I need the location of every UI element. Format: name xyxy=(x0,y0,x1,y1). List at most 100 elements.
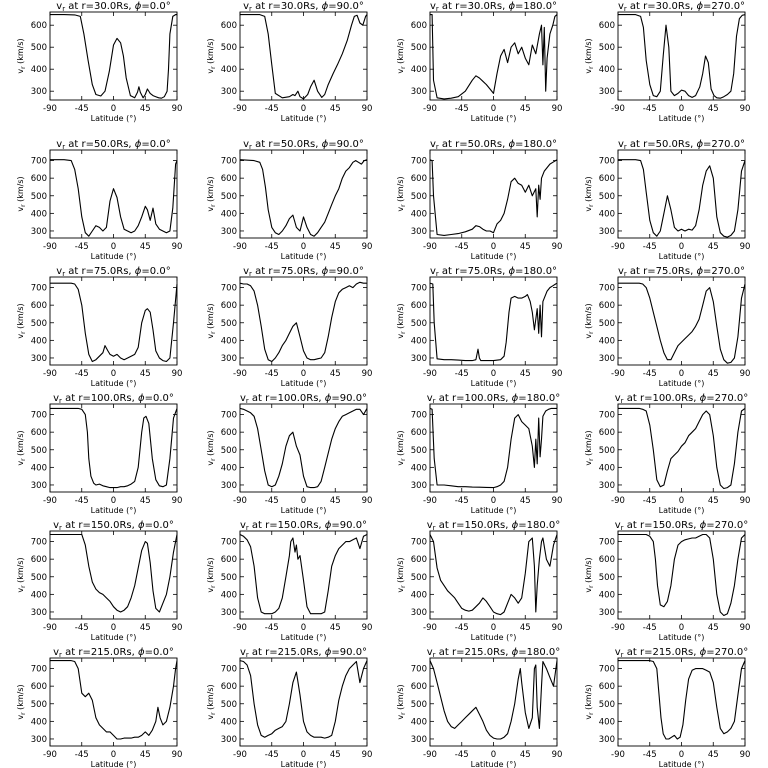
x-tick-label: 0 xyxy=(491,750,496,760)
title-subscript: r xyxy=(624,5,627,13)
x-tick-label: 90 xyxy=(172,750,183,760)
ylabel-units: (km/s) xyxy=(584,557,593,585)
x-tick-label: 45 xyxy=(520,242,531,252)
y-tick-label: 600 xyxy=(31,555,47,565)
ylabel-subscript: r xyxy=(20,712,27,715)
x-tick-label: -45 xyxy=(265,750,279,760)
y-tick-label: 700 xyxy=(411,411,427,421)
x-tick-label: -45 xyxy=(455,242,469,252)
ylabel-subscript: r xyxy=(210,204,217,207)
x-tick-label: 0 xyxy=(111,496,116,506)
x-tick-label: 0 xyxy=(111,104,116,114)
title-v: v xyxy=(53,393,59,404)
x-tick-label: 90 xyxy=(740,242,751,252)
x-tick-label: 0 xyxy=(491,104,496,114)
title-phi-value: =0.0° xyxy=(145,520,174,531)
y-tick-label: 300 xyxy=(31,354,47,364)
x-tick-label: 45 xyxy=(708,623,719,633)
y-tick-label: 600 xyxy=(31,682,47,692)
ylabel-v: v xyxy=(16,69,25,74)
title-v: v xyxy=(240,520,246,531)
title-phi-value: =180.0° xyxy=(518,393,560,404)
x-tick-label: -45 xyxy=(265,369,279,379)
title-v: v xyxy=(615,393,621,404)
x-tick-label: 0 xyxy=(301,623,306,633)
title-radius: at r=215.0Rs, xyxy=(249,647,325,658)
title-phi-symbol: ϕ xyxy=(696,266,703,277)
x-tick-label: -45 xyxy=(265,104,279,114)
x-tick-label: 0 xyxy=(491,242,496,252)
x-tick-label: -90 xyxy=(43,750,57,760)
y-tick-label: 500 xyxy=(411,192,427,202)
y-axis-label: vr (km/s) xyxy=(396,684,407,719)
y-tick-label: 600 xyxy=(599,682,615,692)
x-tick-label: 0 xyxy=(491,496,496,506)
series-line xyxy=(429,660,558,740)
y-axis-label: vr (km/s) xyxy=(206,38,217,73)
title-phi-symbol: ϕ xyxy=(135,139,142,150)
title-radius: at r=100.0Rs, xyxy=(249,393,325,404)
series-line xyxy=(618,660,746,740)
ylabel-v: v xyxy=(16,588,25,593)
title-subscript: r xyxy=(433,651,436,659)
title-phi-value: =0.0° xyxy=(141,266,170,277)
plot-frame xyxy=(617,149,746,239)
subplot-1: vr at r=30.0Rs, ϕ=0.0°-90 -45 0 45 903004005… xyxy=(16,1,182,123)
series-line xyxy=(50,660,178,740)
title-subscript: r xyxy=(249,5,252,13)
y-tick-label: 600 xyxy=(31,428,47,438)
title-subscript: r xyxy=(62,5,65,13)
title-subscript: r xyxy=(436,143,439,151)
x-tick-label: 0 xyxy=(111,750,116,760)
series-line xyxy=(50,159,178,237)
y-tick-label: 600 xyxy=(599,555,615,565)
ylabel-v: v xyxy=(584,207,593,212)
x-tick-label: 45 xyxy=(330,496,341,506)
ylabel-subscript: r xyxy=(210,66,217,69)
x-axis-label: Latitude (°) xyxy=(471,633,517,642)
x-tick-label: 45 xyxy=(520,623,531,633)
ylabel-v: v xyxy=(206,461,215,466)
x-tick-label: 45 xyxy=(140,750,151,760)
y-axis-label: vr (km/s) xyxy=(584,557,595,592)
x-tick-label: 0 xyxy=(679,623,684,633)
y-tick-label: 500 xyxy=(599,700,615,710)
subplot-20: vr at r=150.0Rs, ϕ=270.0°-90 -45 0 45 903004… xyxy=(584,520,750,642)
title-radius: at r=75.0Rs, xyxy=(252,266,322,277)
y-tick-label: 300 xyxy=(599,608,615,618)
title-v: v xyxy=(618,1,624,12)
ylabel-subscript: r xyxy=(588,458,595,461)
x-tick-label: 0 xyxy=(679,750,684,760)
title-radius: at r=100.0Rs, xyxy=(624,393,700,404)
y-tick-label: 600 xyxy=(221,21,237,31)
subplot-16: vr at r=100.0Rs, ϕ=270.0°-90 -45 0 45 903004… xyxy=(584,393,750,515)
y-axis-label: vr (km/s) xyxy=(396,38,407,73)
x-tick-label: -45 xyxy=(75,242,89,252)
ylabel-units: (km/s) xyxy=(396,557,405,585)
x-tick-label: -90 xyxy=(233,369,247,379)
title-phi-symbol: ϕ xyxy=(508,139,515,150)
y-axis-label: vr (km/s) xyxy=(206,303,217,338)
y-tick-label: 700 xyxy=(599,157,615,167)
title-radius: at r=150.0Rs, xyxy=(62,520,138,531)
y-tick-label: 300 xyxy=(221,87,237,97)
subplot-13: vr at r=100.0Rs, ϕ=0.0°-90 -45 0 45 90300400… xyxy=(16,393,182,515)
x-tick-label: -90 xyxy=(43,496,57,506)
ylabel-v: v xyxy=(396,69,405,74)
y-tick-label: 600 xyxy=(599,21,615,31)
x-axis-label: Latitude (°) xyxy=(91,252,137,261)
title-phi-value: =270.0° xyxy=(706,393,748,404)
x-tick-label: -90 xyxy=(43,104,57,114)
subplot-5: vr at r=50.0Rs, ϕ=0.0°-90 -45 0 45 903004005… xyxy=(16,139,182,261)
subplot-21: vr at r=215.0Rs, ϕ=0.0°-90 -45 0 45 90300400… xyxy=(16,647,182,768)
title-phi-value: =90.0° xyxy=(328,266,364,277)
ylabel-subscript: r xyxy=(400,585,407,588)
ylabel-units: (km/s) xyxy=(16,38,25,66)
ylabel-v: v xyxy=(396,334,405,339)
title-phi-symbol: ϕ xyxy=(512,647,519,658)
y-tick-label: 400 xyxy=(599,463,615,473)
subplot-title: vr at r=215.0Rs, ϕ=270.0° xyxy=(615,647,748,659)
subplot-title: vr at r=50.0Rs, ϕ=270.0° xyxy=(618,139,745,151)
x-tick-label: -90 xyxy=(611,496,625,506)
title-phi-symbol: ϕ xyxy=(138,520,145,531)
